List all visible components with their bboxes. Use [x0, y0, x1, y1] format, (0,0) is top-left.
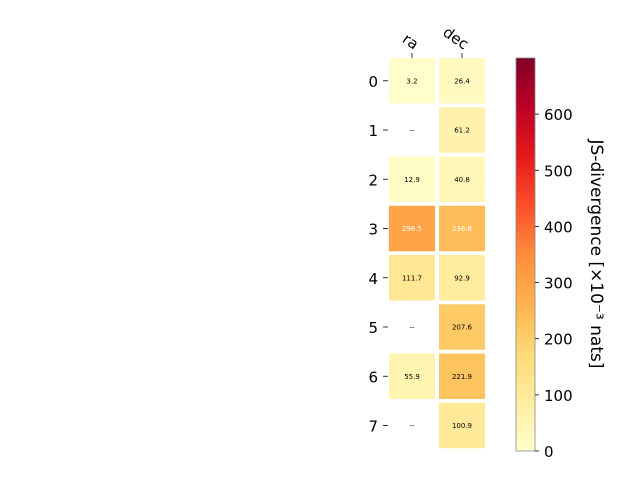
heatmap-cell [439, 156, 485, 202]
heatmap-cell [389, 58, 435, 104]
column-label-dec: dec [440, 23, 472, 53]
cell-value-label: 111.7 [402, 274, 422, 282]
heatmap-cell [439, 304, 485, 350]
cell-value-label: 40.8 [454, 176, 470, 184]
cell-value-label: 3.2 [406, 77, 417, 85]
heatmap-cell [439, 205, 485, 252]
cell-value-label: 236.8 [452, 225, 472, 233]
row-label-1: 1 [368, 122, 378, 140]
cell-value-label: 92.9 [454, 274, 470, 282]
heatmap-cell [389, 156, 435, 202]
colorbar-gradient [515, 57, 536, 452]
colorbar: 0 100 200 300 400 500 600 JS-divergence [×10⁻³… [515, 57, 606, 461]
cell-value-label: 61.2 [454, 127, 470, 135]
cell-value-label: 26.4 [454, 77, 470, 85]
heatmap-cell [439, 255, 485, 301]
row-label-6: 6 [368, 368, 378, 386]
row-label-2: 2 [368, 171, 378, 189]
column-label-ra: ra [399, 30, 422, 54]
heatmap-cell [389, 255, 435, 301]
heatmap-cells: 3.2 26.4 -- 61.2 12.9 40.8 296.5 236.8 111.7 92.9… [389, 58, 485, 449]
heatmap-cell [389, 205, 435, 252]
cell-value-label: 296.5 [402, 225, 422, 233]
cell-value-label: -- [409, 127, 415, 135]
colorbar-tick-label: 400 [544, 218, 573, 236]
cell-value-label: -- [409, 422, 415, 430]
row-labels: 0 1 2 3 4 5 6 7 [368, 73, 388, 436]
heatmap-cell [439, 402, 485, 449]
colorbar-tick-label: 0 [544, 443, 554, 461]
row-label-4: 4 [368, 270, 378, 288]
row-label-7: 7 [368, 418, 378, 436]
colorbar-tick-label: 600 [544, 106, 573, 124]
cell-value-label: 100.9 [452, 422, 472, 430]
row-label-0: 0 [368, 73, 378, 91]
colorbar-tick-label: 300 [544, 275, 573, 293]
cell-value-label: 55.9 [404, 373, 420, 381]
cell-value-label: 12.9 [404, 176, 420, 184]
column-labels: ra dec [399, 23, 472, 58]
row-label-5: 5 [368, 319, 378, 337]
colorbar-tick-label: 100 [544, 387, 573, 405]
heatmap-cell [439, 107, 485, 153]
cell-value-label: 207.6 [452, 324, 473, 332]
row-label-3: 3 [368, 221, 378, 239]
heatmap-cell [439, 58, 485, 104]
heatmap-cell [389, 353, 435, 399]
colorbar-ticks: 0 100 200 300 400 500 600 [535, 106, 573, 461]
colorbar-tick-label: 200 [544, 331, 573, 349]
cell-value-label: -- [409, 324, 415, 332]
cell-value-label: 221.9 [452, 373, 472, 381]
colorbar-label: JS-divergence [×10⁻³ nats] [586, 139, 606, 369]
heatmap-cell [439, 353, 485, 399]
colorbar-tick-label: 500 [544, 162, 573, 180]
